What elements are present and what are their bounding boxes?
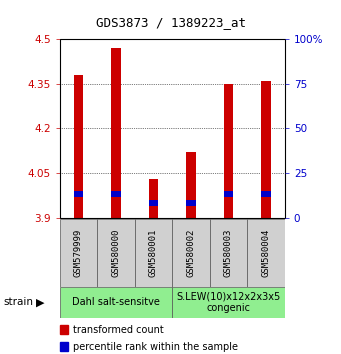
Bar (149, 200, 158, 206)
Text: strain: strain (3, 297, 33, 308)
Text: ▶: ▶ (36, 297, 44, 308)
Text: percentile rank within the sample: percentile rank within the sample (73, 342, 238, 352)
Bar (111, 192, 121, 197)
Text: GSM580004: GSM580004 (262, 229, 270, 277)
Bar (186, 152, 196, 218)
Bar (60, 219, 97, 287)
Text: GDS3873 / 1389223_at: GDS3873 / 1389223_at (95, 16, 246, 29)
Bar (74, 192, 83, 197)
Bar (149, 179, 158, 218)
Text: GSM580000: GSM580000 (112, 229, 120, 277)
Text: GSM579999: GSM579999 (74, 229, 83, 277)
Bar (135, 219, 172, 287)
Bar (224, 84, 233, 218)
Text: GSM580001: GSM580001 (149, 229, 158, 277)
Text: GSM580002: GSM580002 (187, 229, 195, 277)
Bar (60, 287, 172, 318)
Text: transformed count: transformed count (73, 325, 163, 335)
Bar (172, 287, 285, 318)
Bar (74, 75, 83, 218)
Bar (97, 219, 135, 287)
Text: GSM580003: GSM580003 (224, 229, 233, 277)
Bar (224, 192, 233, 197)
Bar (172, 219, 210, 287)
Text: S.LEW(10)x12x2x3x5
congenic: S.LEW(10)x12x2x3x5 congenic (176, 292, 281, 313)
Bar (186, 200, 196, 206)
Bar (210, 219, 247, 287)
Bar (261, 81, 271, 218)
Bar (247, 219, 285, 287)
Bar (261, 192, 271, 197)
Bar (111, 48, 121, 218)
Text: Dahl salt-sensitve: Dahl salt-sensitve (72, 297, 160, 308)
